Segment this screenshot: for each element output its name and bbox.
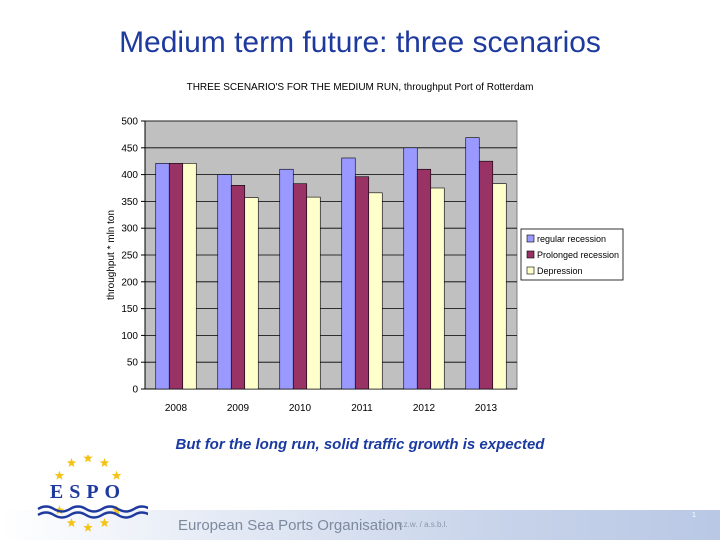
espo-logo: ESPO: [34, 455, 148, 532]
footer-org-name: European Sea Ports Organisation: [178, 517, 403, 534]
y-tick-label: 50: [127, 358, 139, 369]
bar: [430, 187, 445, 390]
x-tick-label: 2011: [351, 403, 373, 414]
y-axis-label: throughput * mln ton: [106, 210, 117, 300]
legend-box: [520, 228, 624, 281]
bar: [155, 163, 170, 390]
bar: [230, 185, 246, 390]
wave-icon: [37, 511, 148, 519]
page-number: 1: [692, 512, 696, 519]
bar: [368, 192, 383, 390]
bar: [279, 168, 294, 390]
star-icon: [54, 470, 65, 480]
legend-swatch: [526, 234, 535, 243]
y-tick-label: 300: [121, 224, 138, 235]
x-tick-label: 2008: [165, 403, 188, 414]
star-icon: [83, 455, 93, 463]
tagline: But for the long run, solid traffic grow…: [175, 436, 545, 453]
bar: [478, 160, 494, 390]
bar: [465, 137, 480, 390]
footer-legal: v.z.w. / a.s.b.l.: [398, 520, 448, 529]
bar: [292, 183, 308, 390]
bar: [416, 168, 432, 390]
bar: [403, 147, 418, 390]
y-tick-label: 150: [121, 304, 138, 315]
y-tick-label: 100: [121, 331, 138, 342]
star-icon: [99, 457, 110, 468]
logo-text: ESPO: [50, 481, 126, 503]
star-icon: [54, 505, 65, 515]
y-tick-label: 500: [121, 117, 138, 128]
x-tick-label: 2010: [289, 403, 312, 414]
bar: [492, 183, 507, 390]
legend-label: Prolonged recession: [537, 250, 619, 260]
star-icon: [111, 505, 122, 515]
bar: [182, 163, 197, 390]
y-tick-label: 0: [132, 385, 138, 396]
wave-icon: [37, 505, 148, 513]
bar: [306, 196, 321, 390]
star-icon: [111, 470, 122, 480]
legend-label: Depression: [537, 266, 583, 276]
x-tick-label: 2009: [227, 403, 250, 414]
star-icon: [66, 457, 77, 468]
legend-swatch: [526, 266, 535, 275]
bar: [244, 197, 259, 390]
x-tick-label: 2013: [475, 403, 498, 414]
y-tick-label: 400: [121, 170, 138, 181]
bar: [354, 176, 370, 390]
logo-band: [34, 483, 142, 501]
x-tick-label: 2012: [413, 403, 436, 414]
star-icon: [99, 518, 110, 528]
y-tick-label: 250: [121, 251, 138, 262]
star-icon: [83, 522, 93, 532]
bar: [217, 174, 232, 390]
y-tick-label: 350: [121, 197, 138, 208]
bar: [168, 163, 184, 390]
legend-swatch: [526, 250, 535, 259]
y-tick-label: 200: [121, 277, 138, 288]
y-tick-label: 450: [121, 143, 138, 154]
chart-title: THREE SCENARIO'S FOR THE MEDIUM RUN, thr…: [186, 82, 534, 93]
legend-label: regular recession: [537, 234, 606, 244]
star-icon: [66, 518, 77, 528]
slide-title: Medium term future: three scenarios: [119, 26, 601, 59]
bar: [341, 157, 356, 390]
